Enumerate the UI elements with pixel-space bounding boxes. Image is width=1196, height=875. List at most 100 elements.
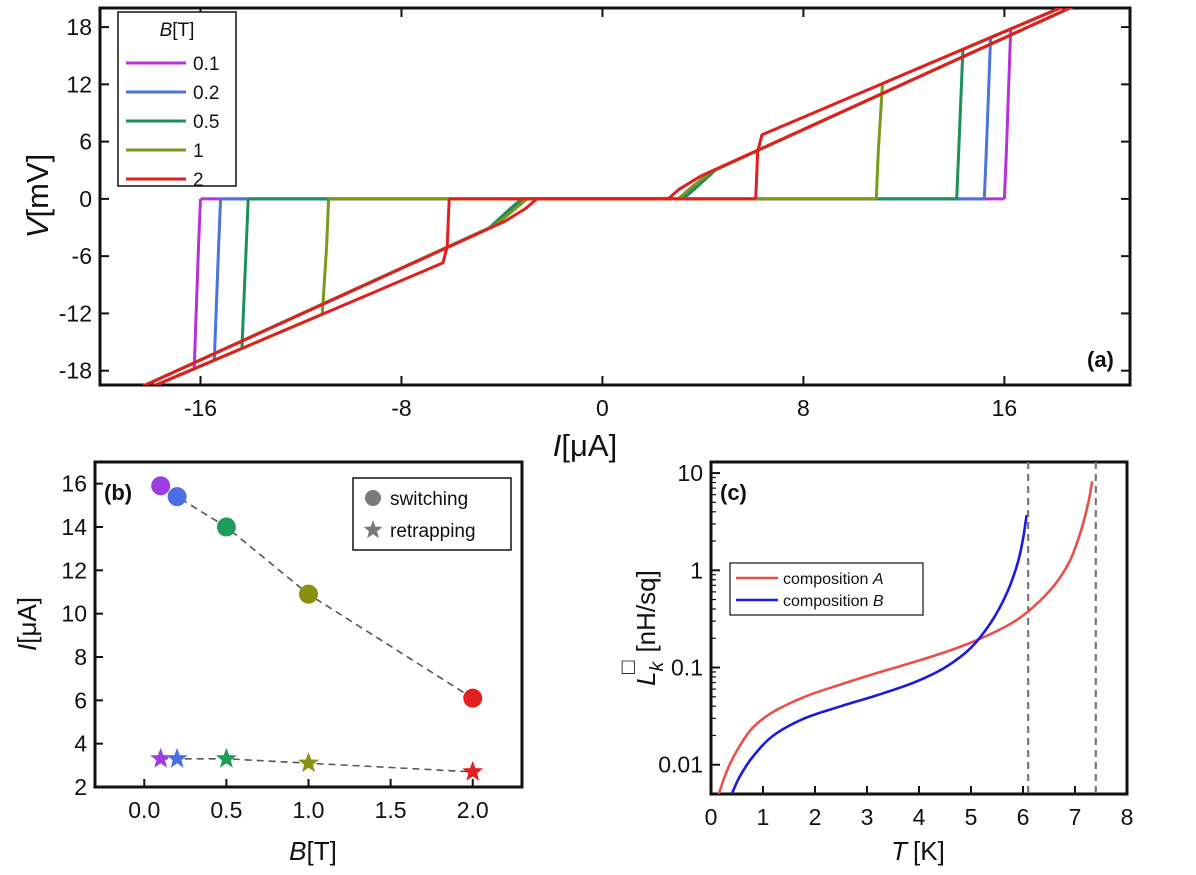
panel-a-ylabel-var: V [20, 214, 55, 238]
panel-c-curve-A [717, 481, 1094, 794]
retrapping-point [462, 760, 484, 781]
panel-b-y-tick-label: 10 [61, 601, 87, 627]
panel-a-curve-2 [142, 8, 1074, 385]
legend-label-1: 1 [193, 141, 204, 162]
switching-point [167, 487, 187, 507]
panel-a-y-tick-label: -18 [59, 358, 92, 384]
panel-a-frame [98, 6, 1132, 387]
panel-b-ylabel-var: I [12, 644, 42, 651]
legend-composition-a-label: composition A [783, 571, 884, 588]
panel-b-legend: switching retrapping [352, 477, 512, 551]
panel-a-curve-2 [754, 8, 1064, 199]
panel-a-legend: B[T] 0.1 0.2 0.5 1 2 [117, 11, 237, 191]
panel-c-y-tick-label: 10 [677, 460, 703, 486]
panel-c-x-tick-label: 6 [1017, 804, 1030, 830]
panel-a-x-tick-label: 0 [596, 395, 609, 421]
panel-c-y-tick-label: 0.1 [671, 655, 703, 681]
retrapping-point [215, 747, 237, 768]
panel-b-xlabel-var: B [289, 836, 306, 866]
panel-c-y-tick-label: 1 [690, 557, 703, 583]
retrapping-point [166, 747, 188, 768]
retrapping-point [150, 747, 172, 768]
panel-b-x-tick-label: 2.0 [457, 797, 489, 823]
panel-c-ylabel-var: L [631, 671, 661, 685]
panel-a-curve-0.2 [152, 198, 223, 385]
panel-a-x-tick-label: -8 [391, 395, 411, 421]
legend-label-0.5: 0.5 [193, 112, 219, 133]
panel-c-y-tick-label: 0.01 [658, 752, 703, 778]
legend-composition-b-label: composition B [783, 593, 884, 610]
panel-b: 0.0 0.5 1.0 1.5 2.0 2 4 6 8 10 12 14 16 switching re… [12, 460, 524, 866]
panel-a-x-tick-label: 16 [992, 395, 1018, 421]
switching-point [216, 517, 236, 537]
legend-label-0.1: 0.1 [193, 54, 219, 75]
panel-c-legend-box [729, 562, 924, 616]
panel-b-y-tick-label: 16 [61, 471, 87, 497]
panel-a-y-tick-label: -12 [59, 300, 92, 326]
legend-star-marker [363, 520, 383, 539]
panel-c-ylabel: Lk □ [nH/sq] [615, 570, 668, 686]
switching-point [151, 476, 171, 496]
legend-retrapping-label: retrapping [390, 521, 476, 542]
panel-a-curve-0.1 [152, 198, 202, 385]
panel-b-y-tick-label: 2 [74, 774, 87, 800]
panel-b-xlabel-unit: [T] [307, 836, 337, 866]
panel-a-ylabel: V[mV] [20, 154, 55, 238]
panel-a-xlabel: I[μA] [553, 428, 617, 463]
panel-a-y-tick-label: 0 [79, 186, 92, 212]
panel-a-y-tick-label: 18 [66, 14, 92, 40]
panel-c-x-tick-label: 2 [809, 804, 822, 830]
panel-c-ylabel-sub: k [647, 660, 668, 671]
panel-c-x-tick-label: 7 [1069, 804, 1082, 830]
panel-c-frame [709, 460, 1129, 796]
composition-a-text: composition [783, 571, 873, 588]
panel-a-curve-0.2 [982, 8, 1064, 199]
panel-a-legend-box [117, 11, 237, 187]
composition-b-var: B [873, 593, 884, 610]
legend-switching-label: switching [390, 489, 468, 510]
panel-c-x-tick-label: 3 [861, 804, 874, 830]
legend-circle-marker [365, 490, 381, 506]
panel-c-xlabel-unit: [K] [913, 836, 945, 866]
panel-b-y-tick-label: 8 [74, 644, 87, 670]
legend-label-2: 2 [193, 170, 204, 191]
panel-a-y-tick-label: -6 [72, 243, 92, 269]
panel-b-x-tick-label: 0.5 [210, 797, 242, 823]
panel-a-curve-0.1 [1002, 8, 1064, 199]
panel-a-curve-2 [152, 198, 451, 385]
panel-b-x-tick-label: 1.5 [375, 797, 407, 823]
panel-a-ylabel-unit: [mV] [20, 154, 55, 218]
panel-a-legend-title: B[T] [160, 20, 195, 41]
panel-b-x-tick-label: 1.0 [293, 797, 325, 823]
panel-b-y-tick-label: 6 [74, 687, 87, 713]
panel-a-y-tick-label: 6 [79, 129, 92, 155]
panel-b-xlabel: B[T] [289, 836, 337, 866]
panel-b-x-tick-label: 0.0 [128, 797, 160, 823]
panel-a-xlabel-unit: [μA] [561, 428, 617, 463]
composition-a-var: A [872, 571, 884, 588]
panel-c-x-tick-label: 0 [705, 804, 718, 830]
panel-b-legend-box [352, 477, 512, 551]
panel-c-legend: composition A composition B [729, 562, 924, 616]
panel-b-y-tick-label: 14 [61, 514, 87, 540]
panel-a-label: (a) [1087, 347, 1114, 372]
switching-point [463, 688, 483, 708]
panel-c-curve-B [730, 514, 1028, 794]
panel-a-y-tick-label: 12 [66, 71, 92, 97]
panel-c-x-tick-label: 1 [757, 804, 770, 830]
panel-a-x-tick-label: 8 [797, 395, 810, 421]
panel-b-y-tick-label: 4 [74, 731, 87, 757]
panel-c: 0 1 2 3 4 5 6 7 8 0.01 0.1 1 10 composition A compos… [615, 460, 1133, 866]
panel-c-x-tick-label: 8 [1121, 804, 1134, 830]
panel-c-xlabel-var: T [891, 836, 909, 866]
legend-title-var: B [160, 20, 173, 41]
panel-a-x-tick-label: -16 [184, 395, 217, 421]
panel-b-y-tick-label: 12 [61, 557, 87, 583]
panel-b-ylabel-unit: [μA] [12, 597, 42, 644]
panel-b-ylabel: I[μA] [12, 597, 42, 651]
panel-b-label: (b) [104, 480, 132, 505]
panel-c-x-tick-label: 5 [965, 804, 978, 830]
switching-point [299, 584, 318, 604]
